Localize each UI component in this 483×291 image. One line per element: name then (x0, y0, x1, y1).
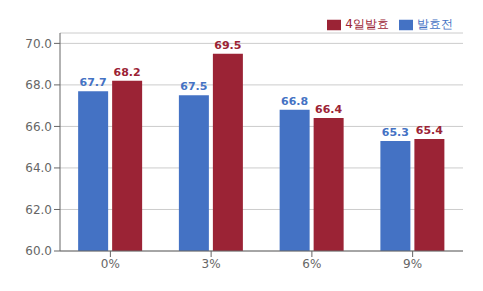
svg-text:66.4: 66.4 (315, 103, 342, 116)
svg-text:66.0: 66.0 (25, 120, 52, 134)
svg-text:68.0: 68.0 (25, 78, 52, 92)
svg-text:60.0: 60.0 (25, 244, 52, 258)
svg-text:6%: 6% (302, 257, 321, 271)
svg-text:70.0: 70.0 (25, 37, 52, 51)
svg-text:64.0: 64.0 (25, 161, 52, 175)
svg-text:69.5: 69.5 (214, 39, 241, 52)
svg-text:0%: 0% (101, 257, 120, 271)
svg-text:3%: 3% (202, 257, 221, 271)
svg-text:62.0: 62.0 (25, 203, 52, 217)
html-text:4일발효: 4일발효 (345, 17, 389, 31)
svg-text:68.2: 68.2 (114, 66, 141, 79)
svg-text:67.5: 67.5 (180, 80, 207, 93)
svg-text:67.7: 67.7 (80, 76, 107, 89)
html-text:발효전: 발효전 (417, 17, 453, 31)
svg-text:65.4: 65.4 (416, 124, 443, 137)
svg-text:65.3: 65.3 (382, 126, 409, 139)
svg-text:9%: 9% (403, 257, 422, 271)
svg-text:66.8: 66.8 (281, 95, 308, 108)
